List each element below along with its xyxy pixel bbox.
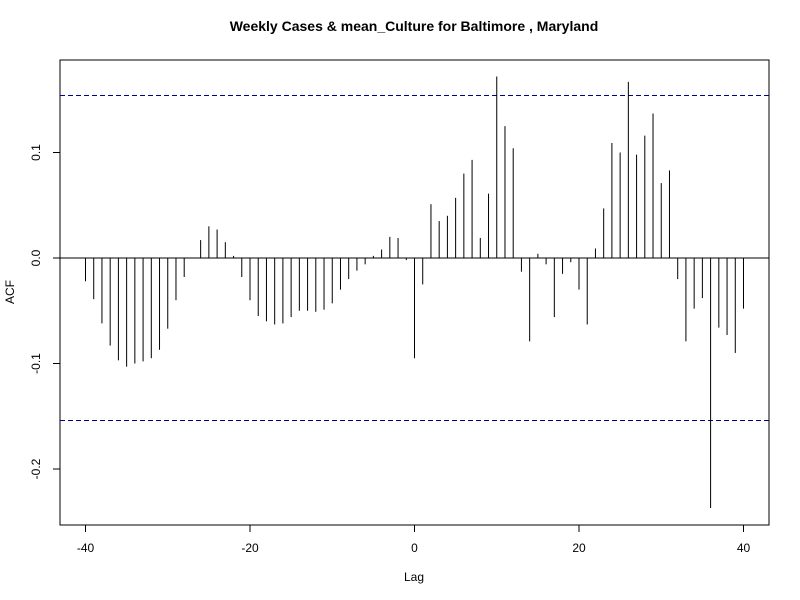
x-tick-label: 40	[737, 541, 751, 555]
y-tick-label: 0.1	[29, 144, 43, 161]
x-tick-label: -40	[77, 541, 95, 555]
chart-title: Weekly Cases & mean_Culture for Baltimor…	[230, 18, 599, 34]
y-tick-label: -0.2	[29, 458, 43, 479]
y-tick-label: -0.1	[29, 353, 43, 374]
y-tick-label: 0.0	[29, 249, 43, 266]
x-axis-label: Lag	[404, 570, 424, 584]
y-axis: -0.2 -0.1 0.0 0.1	[29, 144, 61, 479]
acf-bars	[85, 76, 744, 509]
x-tick-label: -20	[241, 541, 259, 555]
x-tick-label: 20	[572, 541, 586, 555]
x-tick-label: 0	[411, 541, 418, 555]
y-axis-label: ACF	[3, 280, 17, 304]
x-axis: -40 -20 0 20 40	[77, 524, 751, 555]
